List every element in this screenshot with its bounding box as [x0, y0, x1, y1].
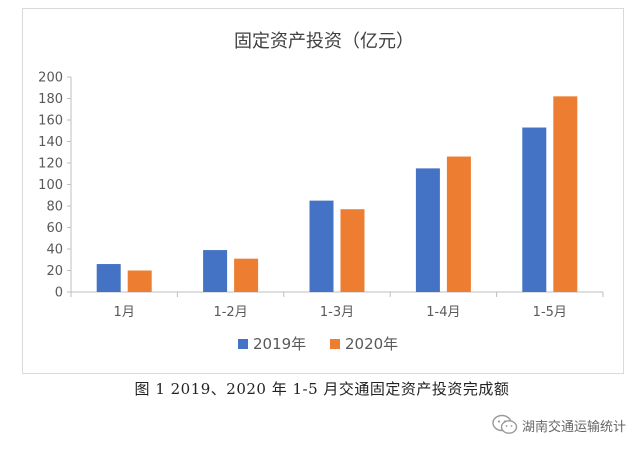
bar	[127, 270, 152, 292]
bar	[96, 264, 121, 292]
y-tick-label: 200	[38, 71, 63, 86]
bar	[522, 127, 547, 293]
legend-swatch	[238, 339, 248, 349]
x-tick-label: 1-4月	[426, 305, 460, 320]
x-axis: 1月 1-2月 1-3月 1-4月 1-5月	[70, 291, 604, 320]
bars	[96, 96, 578, 293]
bar	[446, 156, 471, 292]
watermark-text: 湖南交通运输统计	[521, 419, 626, 435]
figure-caption: 图 1 2019、2020 年 1-5 月交通固定资产投资完成额	[134, 380, 510, 398]
x-tick-label: 1-3月	[320, 305, 354, 320]
bar-chart: 固定资产投资（亿元） 0 20 40 60 80 100 120 140 160 180 200 1…	[38, 31, 604, 353]
y-tick-label: 60	[46, 221, 63, 236]
y-tick-label: 180	[38, 92, 63, 107]
y-tick-label: 20	[46, 264, 63, 279]
chart-frame: 固定资产投资（亿元） 0 20 40 60 80 100 120 140 160 180 200 1…	[22, 8, 624, 374]
bar	[553, 96, 578, 292]
y-tick-label: 40	[46, 243, 63, 258]
chart-title: 固定资产投资（亿元）	[234, 31, 414, 52]
legend-label: 2020年	[345, 335, 398, 353]
x-tick-label: 1-5月	[533, 305, 567, 320]
bar	[309, 200, 334, 292]
y-tick-label: 120	[38, 157, 63, 172]
bar	[203, 250, 228, 292]
legend: 2019年 2020年	[238, 335, 398, 353]
wechat-icon	[492, 414, 518, 434]
legend-swatch	[330, 339, 340, 349]
legend-label: 2019年	[253, 335, 306, 353]
y-tick-label: 80	[46, 200, 63, 215]
bar	[415, 168, 440, 292]
x-tick-label: 1-2月	[213, 305, 247, 320]
bar	[234, 258, 259, 292]
y-tick-label: 100	[38, 178, 63, 193]
x-tick-label: 1月	[114, 305, 135, 320]
bar	[340, 209, 365, 292]
y-tick-label: 140	[38, 135, 63, 150]
y-axis: 0 20 40 60 80 100 120 140 160 180 200	[38, 71, 72, 301]
y-tick-label: 0	[55, 286, 63, 301]
watermark: 湖南交通运输统计	[492, 414, 626, 436]
y-tick-label: 160	[38, 114, 63, 129]
